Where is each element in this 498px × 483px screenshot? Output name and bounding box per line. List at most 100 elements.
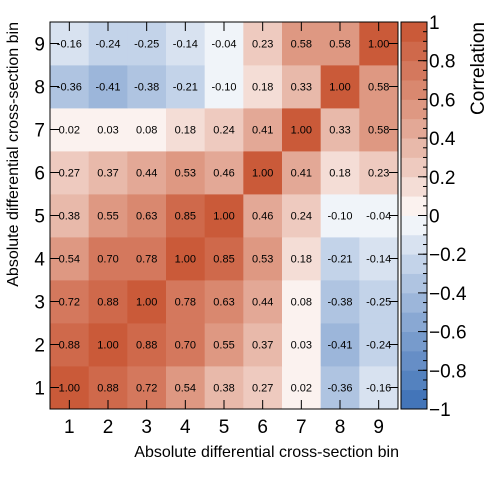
cell-value-label: 0.38 <box>59 211 80 223</box>
heatmap-cell <box>166 323 206 367</box>
heatmap-cell <box>204 237 244 281</box>
cell-value-label: 0.46 <box>252 211 273 223</box>
cell-value-label: -0.21 <box>173 82 198 94</box>
cell-value-label: 0.72 <box>59 297 80 309</box>
heatmap-cell <box>320 323 360 367</box>
cell-value-label: 1.00 <box>175 254 196 266</box>
x-tick-label: 9 <box>373 417 384 438</box>
cell-value-label: 0.03 <box>291 340 312 352</box>
cell-value-label: 0.41 <box>252 125 273 137</box>
colorbar-tick-label: −1 <box>429 400 451 421</box>
heatmap-cell <box>282 65 322 109</box>
colorbar-tick-label: −0.8 <box>429 361 467 382</box>
heatmap-cell <box>243 323 283 367</box>
colorbar-tick-label: 0.6 <box>429 90 455 111</box>
heatmap-cell <box>320 108 360 152</box>
y-axis-title: Absolute differential cross-section bin <box>5 22 22 287</box>
colorbar-title: Correlation <box>468 22 489 115</box>
colorbar-band <box>401 370 427 391</box>
heatmap-cell <box>204 323 244 367</box>
colorbar-band <box>401 80 427 100</box>
cell-value-label: 0.70 <box>97 254 118 266</box>
heatmap-cell <box>127 151 167 195</box>
x-tick-label: 5 <box>219 417 230 438</box>
cell-value-label: 0.85 <box>175 211 196 223</box>
cell-value-label: 0.18 <box>175 125 196 137</box>
heatmap-cell <box>282 108 322 152</box>
cell-value-label: 0.27 <box>252 383 273 395</box>
cell-value-label: -0.10 <box>327 211 352 223</box>
cell-value-label: 0.08 <box>136 125 157 137</box>
heatmap-cell <box>88 280 128 324</box>
y-tick-label: 5 <box>34 207 45 228</box>
cell-value-label: 0.18 <box>291 254 312 266</box>
colorbar-band <box>401 41 427 62</box>
colorbar-band <box>401 389 427 410</box>
y-tick-label: 4 <box>34 250 45 271</box>
heatmap-cell <box>127 280 167 324</box>
heatmap-cell <box>127 108 167 152</box>
heatmap-cell <box>282 280 322 324</box>
colorbar-band <box>401 138 427 158</box>
cell-value-label: 0.70 <box>175 340 196 352</box>
heatmap-cell <box>243 194 283 238</box>
heatmap-cell <box>127 65 167 109</box>
cell-value-label: 0.53 <box>252 254 273 266</box>
heatmap-cell <box>204 65 244 109</box>
heatmap-cell <box>127 237 167 281</box>
heatmap-value-labels: 1.00 0.88 0.72 0.54 0.38 0.27 0.02 -0.36 -0.16 0.… <box>57 39 391 395</box>
heatmap-cell <box>204 280 244 324</box>
cell-value-label: 0.53 <box>175 168 196 180</box>
heatmap-cell <box>243 151 283 195</box>
heatmap-cell <box>88 237 128 281</box>
heatmap-cell <box>166 108 206 152</box>
colorbar-band <box>401 292 427 313</box>
cell-value-label: -0.36 <box>57 82 82 94</box>
cell-value-label: 0.23 <box>368 168 389 180</box>
cell-value-label: 0.27 <box>59 168 80 180</box>
heatmap-cell <box>127 323 167 367</box>
heatmap-cell <box>88 108 128 152</box>
cell-value-label: 0.63 <box>213 297 234 309</box>
colorbar-band <box>401 196 427 216</box>
heatmap-cell <box>282 237 322 281</box>
y-axis-ticks: 1 2 3 4 5 6 7 8 9 <box>34 35 398 400</box>
colorbar-band <box>401 157 427 178</box>
cell-value-label: 0.24 <box>213 125 234 137</box>
cell-value-label: 1.00 <box>136 297 157 309</box>
heatmap-cell <box>243 108 283 152</box>
cell-value-label: 0.18 <box>329 168 350 180</box>
colorbar-band <box>401 22 427 42</box>
colorbar-band <box>401 254 427 274</box>
heatmap-cell <box>320 65 360 109</box>
cell-value-label: 0.23 <box>252 39 273 51</box>
colorbar-band <box>401 273 427 294</box>
heatmap-cell <box>88 323 128 367</box>
y-tick-label: 7 <box>34 121 45 142</box>
colorbar-tick-label: 0.8 <box>429 52 455 73</box>
heatmap-cell <box>282 194 322 238</box>
cell-value-label: 0.63 <box>136 211 157 223</box>
heatmap-cell <box>204 108 244 152</box>
y-tick-label: 1 <box>34 379 45 400</box>
x-tick-label: 6 <box>257 417 268 438</box>
heatmap-cell <box>204 194 244 238</box>
cell-value-label: 0.46 <box>213 168 234 180</box>
heatmap-cell <box>166 65 206 109</box>
cell-value-label: 0.38 <box>213 383 234 395</box>
cell-value-label: -0.04 <box>366 211 391 223</box>
colorbar-band <box>401 215 427 236</box>
heatmap-cell <box>88 65 128 109</box>
cell-value-label: 1.00 <box>329 82 350 94</box>
cell-value-label: -0.41 <box>95 82 120 94</box>
cell-value-label: -0.21 <box>327 254 352 266</box>
cell-value-label: 1.00 <box>252 168 273 180</box>
cell-value-label: 0.88 <box>136 340 157 352</box>
cell-value-label: 0.85 <box>213 254 234 266</box>
colorbar-band <box>401 234 427 255</box>
cell-value-label: 0.55 <box>213 340 234 352</box>
cell-value-label: 0.44 <box>136 168 157 180</box>
y-tick-label: 6 <box>34 164 45 185</box>
cell-value-label: -0.16 <box>57 39 82 51</box>
